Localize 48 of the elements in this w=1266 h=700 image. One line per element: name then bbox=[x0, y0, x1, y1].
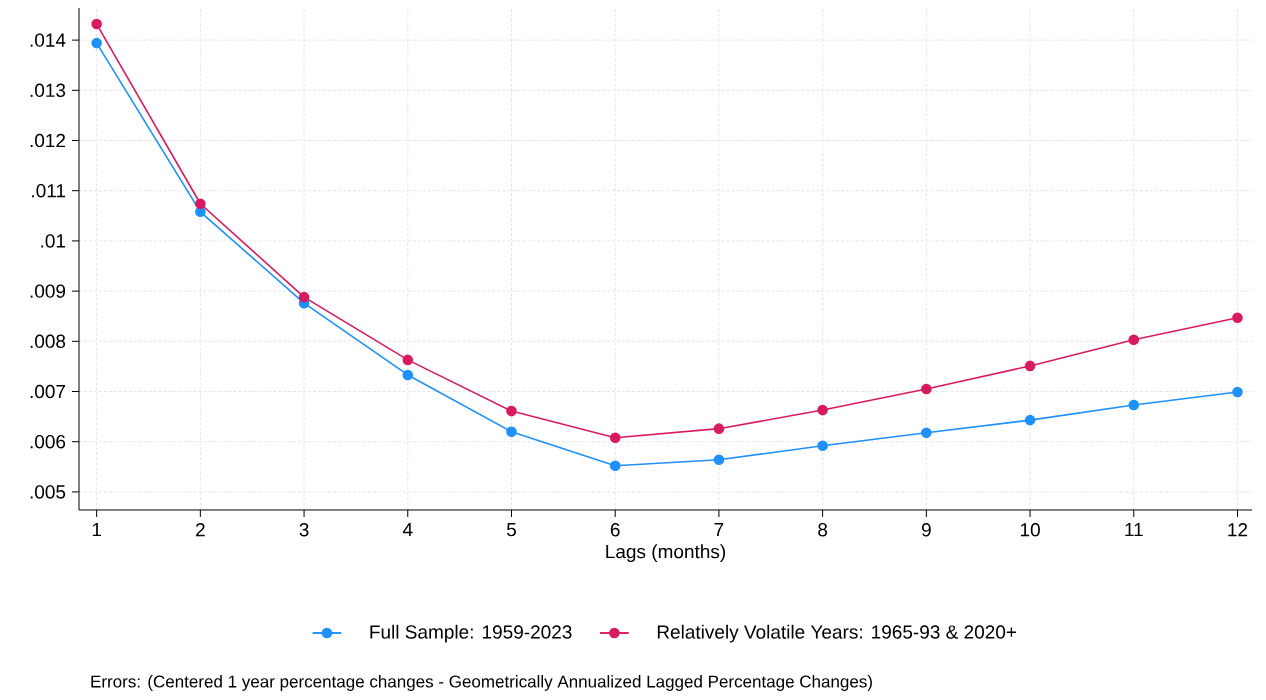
point bbox=[817, 404, 828, 416]
point bbox=[1232, 312, 1243, 324]
y-tick-label: .008 bbox=[30, 334, 66, 349]
point bbox=[1024, 360, 1036, 372]
y-tick-label: .011 bbox=[32, 183, 66, 198]
x-tick-label: 1 bbox=[92, 523, 101, 537]
y-tick-label: .009 bbox=[30, 284, 66, 298]
y-tick-label: .012 bbox=[30, 133, 66, 148]
point bbox=[1024, 414, 1036, 426]
x-tick-label: 7 bbox=[714, 523, 724, 537]
x-tick-label: 3 bbox=[299, 523, 309, 537]
x-tick-label: 10 bbox=[1020, 523, 1040, 537]
point bbox=[91, 37, 102, 49]
y-tick-label: .01 bbox=[41, 234, 66, 248]
point bbox=[402, 369, 414, 381]
x-tick-label: 11 bbox=[1125, 523, 1143, 537]
point bbox=[609, 460, 621, 472]
point bbox=[609, 432, 621, 443]
y-tick-label: .014 bbox=[30, 33, 66, 47]
x-tick-label: 6 bbox=[610, 523, 620, 537]
point bbox=[1128, 334, 1140, 346]
x-tick-label: 12 bbox=[1228, 523, 1248, 537]
y-tick-label: .006 bbox=[30, 434, 66, 449]
point bbox=[402, 354, 414, 366]
x-tick-label: 2 bbox=[196, 523, 205, 537]
point bbox=[817, 440, 828, 452]
x-tick-label: 8 bbox=[818, 523, 828, 537]
point bbox=[713, 423, 725, 434]
legend-label: Relatively Volatile Years: 1965-93 & 2020+ bbox=[657, 624, 1017, 643]
point bbox=[195, 198, 206, 210]
x-tick-label: 4 bbox=[402, 523, 413, 537]
y-tick-label: .007 bbox=[30, 384, 66, 399]
point bbox=[1232, 386, 1243, 398]
point bbox=[506, 426, 517, 437]
point bbox=[506, 405, 517, 417]
point bbox=[921, 427, 932, 438]
point bbox=[713, 454, 725, 466]
x-tick-label: 9 bbox=[921, 523, 931, 537]
text: Errors: (Centered 1 year percentage changes - Geometrically Annualized Lagged Percentage Changes) bbox=[91, 675, 872, 691]
point bbox=[921, 383, 932, 395]
point bbox=[91, 18, 102, 30]
y-tick-label: .013 bbox=[30, 83, 66, 98]
point bbox=[298, 291, 310, 303]
x-axis-title: Lags (months) bbox=[606, 544, 726, 563]
y-tick-label: .005 bbox=[30, 485, 66, 499]
legend-label: Full Sample: 1959-2023 bbox=[370, 624, 572, 643]
x-tick-label: 5 bbox=[506, 523, 516, 537]
point bbox=[1128, 399, 1140, 411]
